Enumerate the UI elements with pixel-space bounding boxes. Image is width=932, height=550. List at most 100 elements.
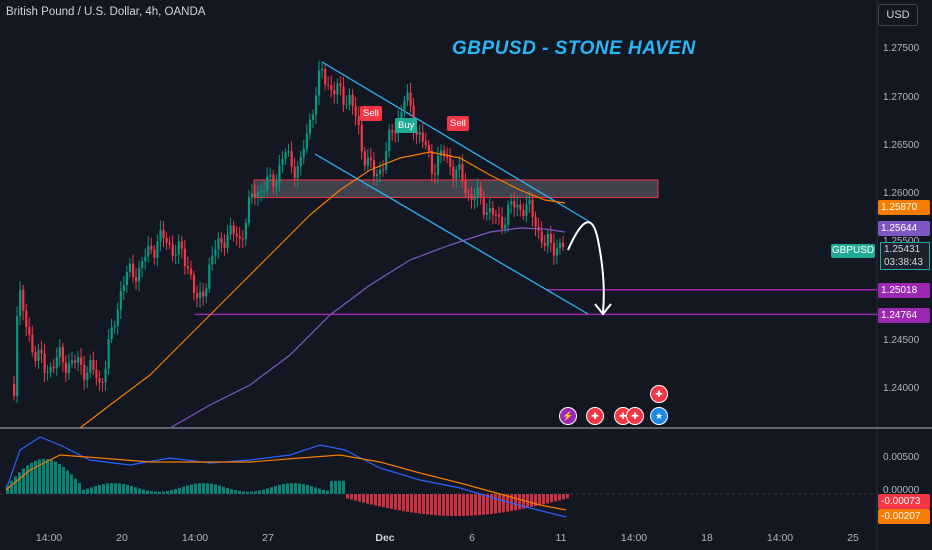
macd-histogram-bar [538, 494, 541, 506]
macd-histogram-bar [450, 494, 453, 516]
candle-body [342, 86, 345, 105]
candle-body [180, 241, 183, 249]
candle-body [519, 204, 522, 210]
macd-histogram-bar [390, 494, 393, 509]
macd-histogram-bar [382, 494, 385, 508]
macd-signal-line [5, 454, 567, 511]
candle-body [214, 249, 217, 256]
candle-body [302, 149, 305, 158]
macd-histogram-bar [38, 459, 41, 494]
macd-histogram-bar [282, 483, 285, 494]
candle-body [253, 193, 257, 197]
macd-histogram-bar [462, 494, 465, 516]
candle-body [522, 209, 525, 216]
candle-body [470, 194, 473, 200]
candle-body [107, 339, 110, 369]
macd-histogram-bar [470, 494, 473, 516]
candle-body [287, 151, 290, 153]
ma-slow-price-text: 1.25644 [881, 223, 918, 234]
macd-histogram-bar [98, 485, 101, 494]
candle-body [37, 349, 40, 361]
macd-histogram-bar [70, 474, 73, 494]
candle-body [409, 92, 412, 106]
candle-body [400, 112, 403, 120]
candle-body [83, 365, 86, 381]
macd-histogram-bar [50, 459, 53, 494]
sell-signal-1[interactable]: Sell [360, 106, 382, 121]
candle-body [250, 193, 254, 198]
macd-histogram-bar [74, 478, 77, 494]
macd-histogram-bar [454, 494, 457, 516]
candle-body [427, 145, 430, 151]
candle-body [501, 216, 504, 229]
sell-signal-2[interactable]: Sell [447, 116, 469, 131]
buy-signal[interactable]: Buy [395, 118, 418, 133]
macd-histogram-bar [230, 489, 233, 494]
candle-body [382, 169, 385, 171]
candle-body [443, 150, 446, 157]
channel-lower [314, 153, 589, 315]
candle-body [360, 124, 363, 152]
currency-button[interactable]: USD [878, 4, 918, 26]
candle-body [138, 267, 141, 282]
candle-body [122, 285, 125, 291]
macd-histogram-bar [158, 491, 161, 494]
candle-body [22, 289, 25, 311]
candle-body [452, 167, 455, 179]
candle-body [177, 241, 180, 255]
macd-histogram-bar [302, 484, 305, 494]
macd-histogram-bar [346, 494, 349, 499]
candle-body [52, 367, 55, 369]
macd-histogram-bar [130, 485, 133, 494]
uk-flag-icon[interactable]: ✚ [650, 385, 668, 403]
macd-histogram-bar [298, 483, 301, 494]
time-label: 14:00 [35, 532, 63, 544]
price-label-126000: 1.26000 [883, 188, 920, 199]
candle-body [263, 190, 266, 192]
candle-body [488, 207, 491, 213]
candle-body [379, 169, 382, 174]
bar-countdown: 03:38:43 [884, 257, 923, 268]
macd-histogram-bar [278, 484, 281, 494]
macd-value-text: -0.00073 [881, 496, 921, 507]
uk-flag-icon[interactable]: ✚ [586, 407, 604, 425]
macd-histogram-bar [238, 490, 241, 494]
macd-histogram-bar [542, 494, 545, 505]
price-label-126500: 1.26500 [883, 140, 920, 151]
candle-body [327, 84, 330, 86]
macd-histogram-bar [534, 494, 537, 507]
candle-body [366, 157, 369, 166]
candle-body [43, 353, 46, 373]
macd-histogram-bar [170, 490, 173, 494]
candle-body [558, 242, 562, 249]
bolt-icon[interactable]: ⚡ [559, 407, 577, 425]
us-flag-icon[interactable]: ★ [650, 407, 668, 425]
macd-histogram-bar [554, 494, 557, 502]
candle-body [333, 90, 336, 95]
macd-histogram-bar [410, 494, 413, 513]
candle-body [202, 291, 205, 297]
time-label: 27 [262, 532, 274, 544]
macd-histogram-bar [306, 485, 309, 494]
macd-histogram-bar [110, 483, 113, 494]
macd-histogram-bar [366, 494, 369, 504]
projection-arrowhead [594, 303, 612, 316]
candle-body [80, 357, 83, 366]
candle-body [336, 83, 339, 95]
candle-body [116, 309, 119, 326]
uk-flag-icon[interactable]: ✚ [626, 407, 644, 425]
candle-body [119, 290, 122, 310]
candle-body [229, 225, 232, 235]
candle-body [135, 277, 138, 282]
candle-body [436, 155, 440, 175]
candle-body [461, 164, 464, 182]
macd-histogram-bar [114, 483, 117, 494]
macd-histogram-bar [22, 468, 25, 494]
candle-body [421, 132, 424, 142]
candle-body [528, 199, 531, 205]
candle-body [491, 207, 495, 215]
candle-body [199, 291, 202, 298]
macd-histogram-bar [550, 494, 553, 503]
candle-body [70, 360, 74, 364]
